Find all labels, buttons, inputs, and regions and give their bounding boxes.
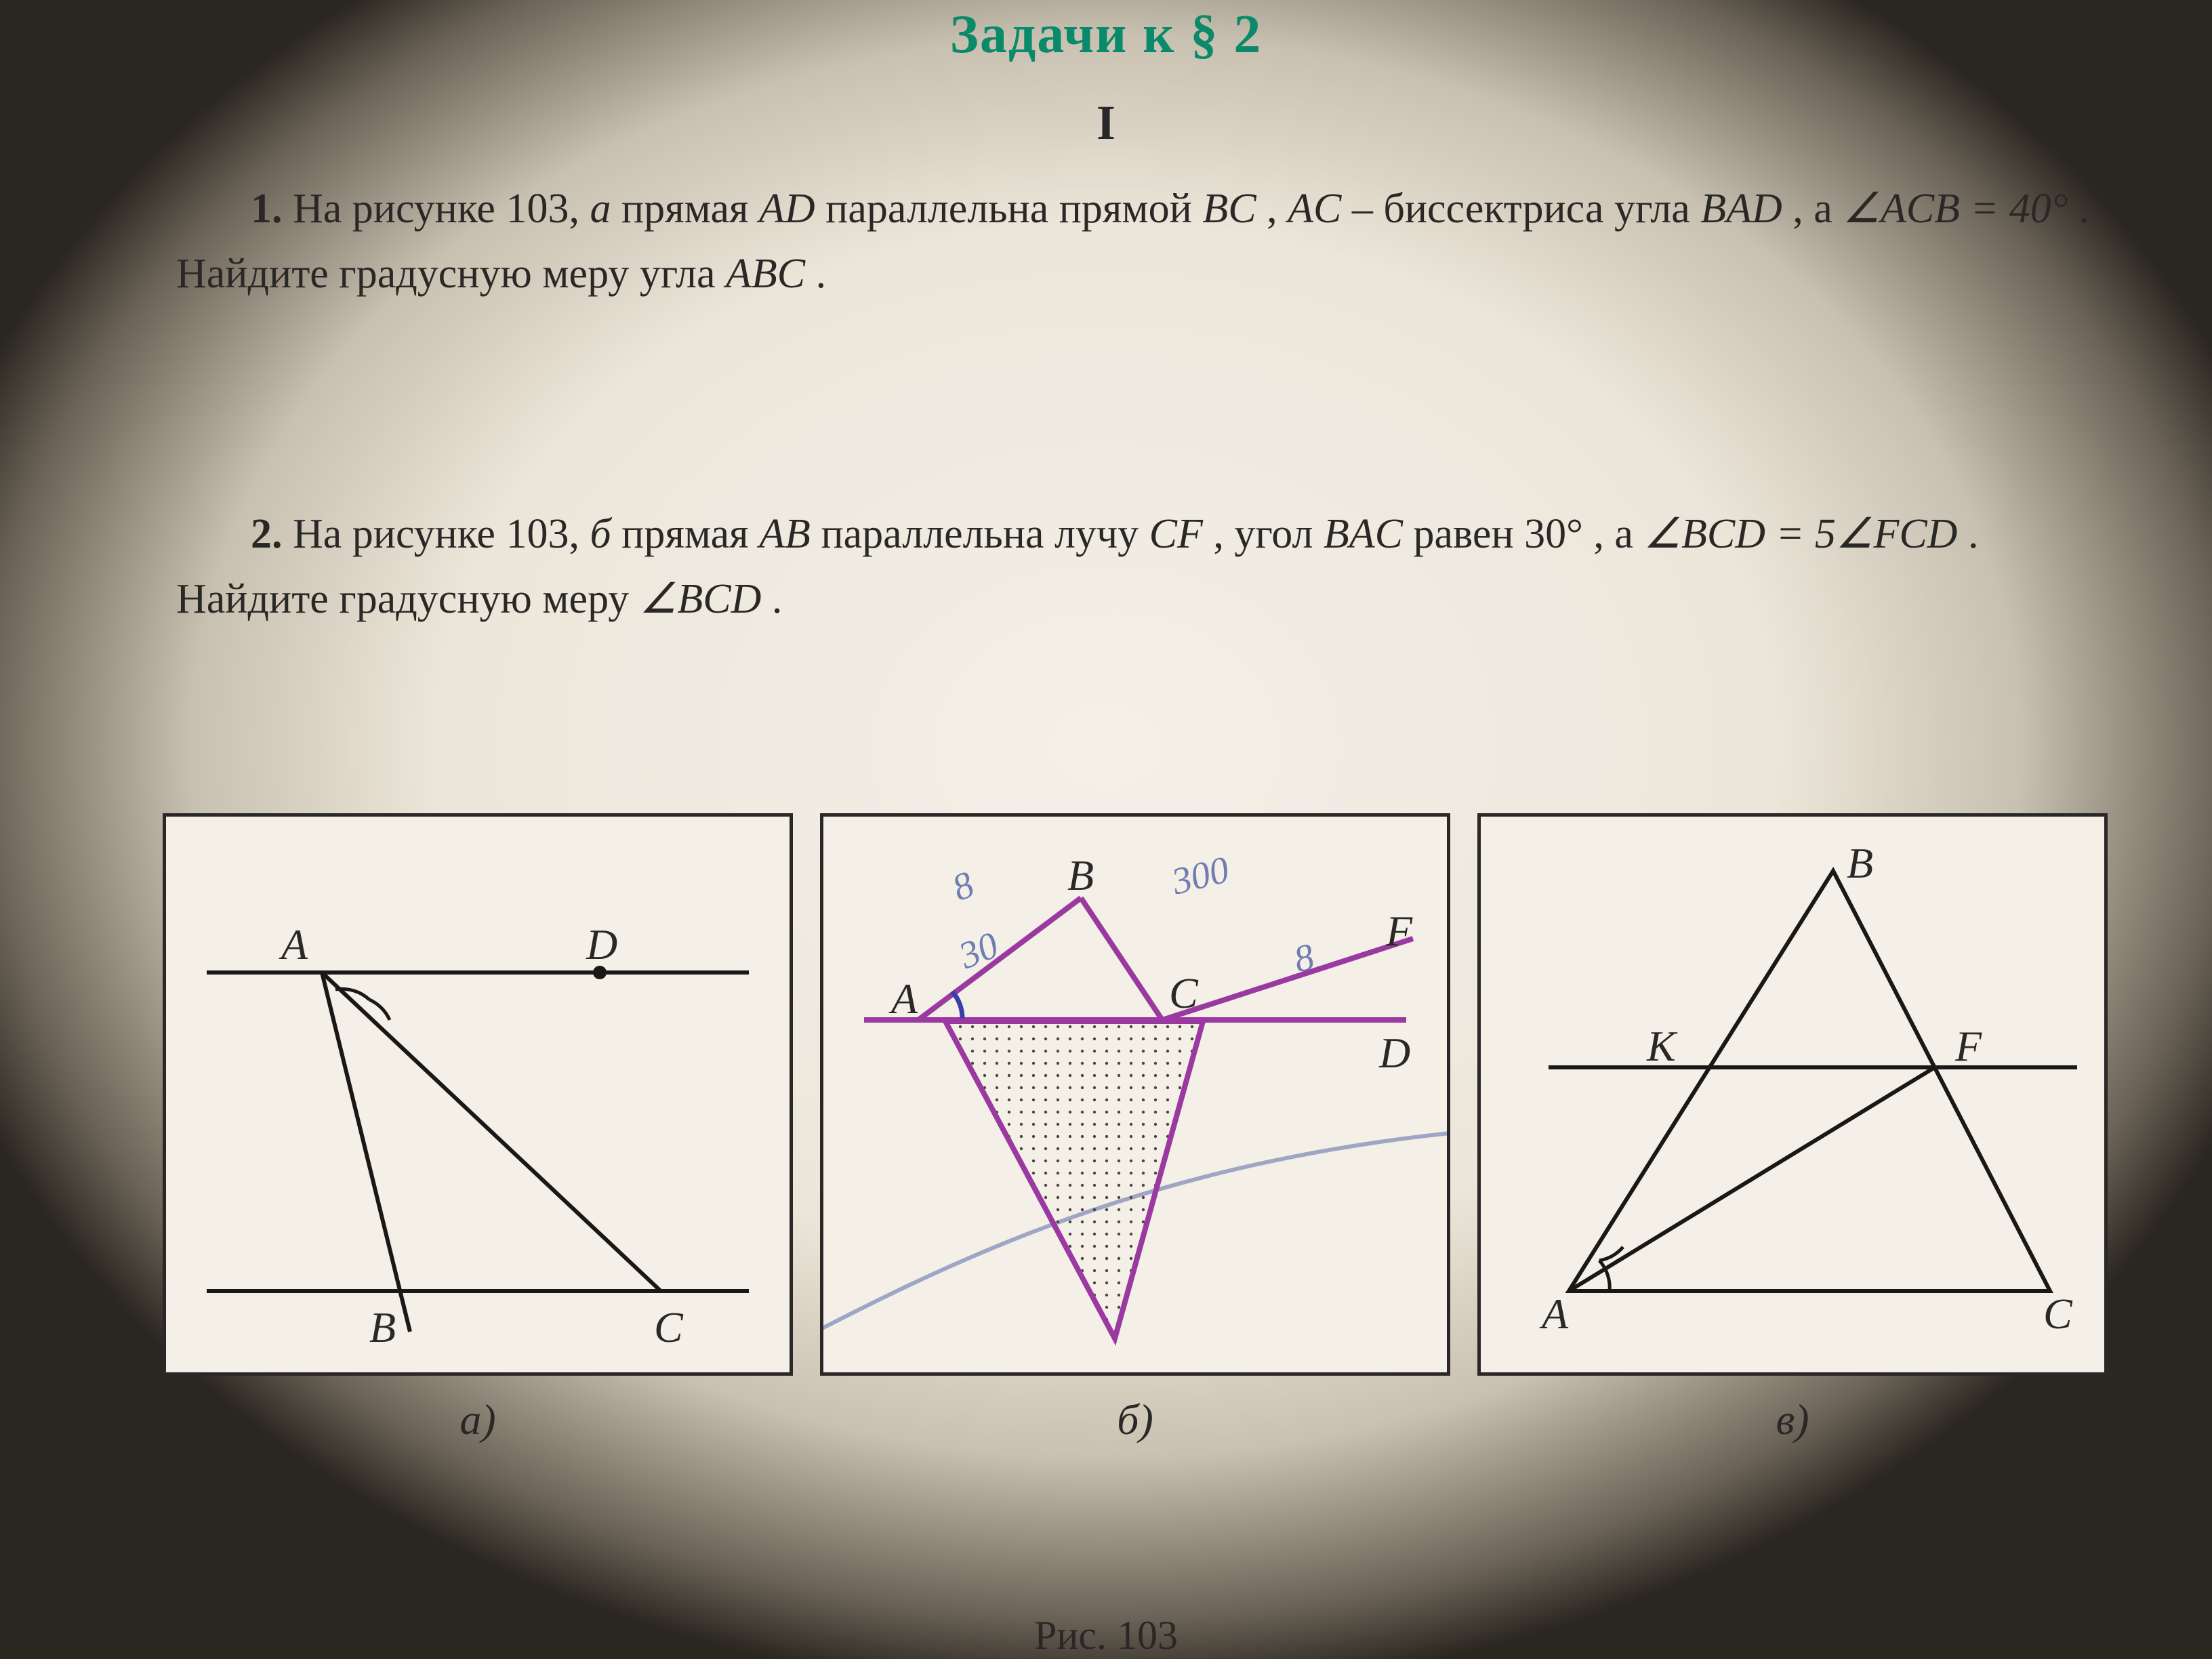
label-D: D <box>586 920 617 968</box>
text-italic: ∠BCD <box>640 576 762 622</box>
label-C: C <box>2043 1290 2073 1338</box>
text: На рисунке 103, <box>293 186 590 232</box>
text: – биссектриса угла <box>1341 186 1700 232</box>
text: , <box>1256 186 1288 232</box>
text: , угол <box>1203 511 1324 557</box>
text-italic: б <box>590 511 611 557</box>
text-italic: ∠ACB = 40° <box>1843 186 2068 232</box>
text-italic: BAC <box>1324 511 1403 557</box>
problem-2: 2. На рисунке 103, б прямая AB параллель… <box>176 501 2090 632</box>
figure-a-svg: A D B C <box>166 817 790 1372</box>
pen-annot-8b: 8 <box>1290 936 1318 981</box>
page: Задачи к § 2 I 1. На рисунке 103, а прям… <box>0 0 2212 1659</box>
text: . <box>805 251 826 297</box>
text: прямая <box>611 186 759 232</box>
figure-c-cell: A B C K F в) <box>1477 813 2108 1491</box>
pen-annot-30: 30 <box>953 924 1004 978</box>
text-italic: AD <box>759 186 815 232</box>
figure-b-frame: A B C D F 8 30 300 8 <box>820 813 1450 1376</box>
label-K: K <box>1646 1022 1678 1070</box>
label-A: A <box>279 920 308 968</box>
problem-2-number: 2. <box>251 511 283 557</box>
text: прямая <box>611 511 760 557</box>
label-C: C <box>654 1303 684 1351</box>
figure-c-svg: A B C K F <box>1481 817 2104 1372</box>
label-F: F <box>1954 1022 1982 1070</box>
text: На рисунке 103, <box>293 511 590 557</box>
text: параллельна прямой <box>815 186 1203 232</box>
text: равен 30° , а <box>1403 511 1643 557</box>
figure-b-label: б) <box>1117 1395 1153 1445</box>
text: , а <box>1782 186 1843 232</box>
figure-a-label: а) <box>459 1395 495 1445</box>
text: . <box>761 576 782 622</box>
label-B: B <box>369 1303 396 1351</box>
pen-annot-8a: 8 <box>947 863 980 909</box>
label-A: A <box>888 975 918 1023</box>
figure-c-label: в) <box>1776 1395 1809 1445</box>
text-italic: а <box>590 186 611 232</box>
problem-1-number: 1. <box>251 186 283 232</box>
label-D: D <box>1378 1029 1410 1077</box>
problem-1: 1. На рисунке 103, а прямая AD параллель… <box>176 176 2090 306</box>
label-C: C <box>1169 969 1199 1017</box>
text-italic: ABC <box>726 251 805 297</box>
text-italic: BC <box>1202 186 1256 232</box>
group-roman: I <box>0 95 2212 151</box>
figure-caption: Рис. 103 <box>0 1612 2212 1659</box>
text-italic: AC <box>1288 186 1341 232</box>
figure-a-cell: A D B C а) <box>163 813 793 1491</box>
label-A: A <box>1539 1290 1569 1338</box>
text-italic: CF <box>1149 511 1203 557</box>
figure-a-frame: A D B C <box>163 813 793 1376</box>
text-italic: AB <box>759 511 811 557</box>
text-italic: ∠BCD = 5∠FCD <box>1643 511 1957 557</box>
text: параллельна лучу <box>811 511 1149 557</box>
figure-b-cell: A B C D F 8 30 300 8 б) <box>820 813 1450 1491</box>
label-F: F <box>1385 907 1413 955</box>
section-header: Задачи к § 2 <box>0 0 2212 66</box>
text-italic: BAD <box>1700 186 1782 232</box>
figure-c-frame: A B C K F <box>1477 813 2108 1376</box>
label-B: B <box>1067 851 1094 899</box>
figure-b-svg: A B C D F 8 30 300 8 <box>823 817 1447 1372</box>
figures-row: A D B C а) <box>163 813 2104 1491</box>
label-B: B <box>1847 839 1873 887</box>
pen-annot-300: 300 <box>1167 848 1233 903</box>
